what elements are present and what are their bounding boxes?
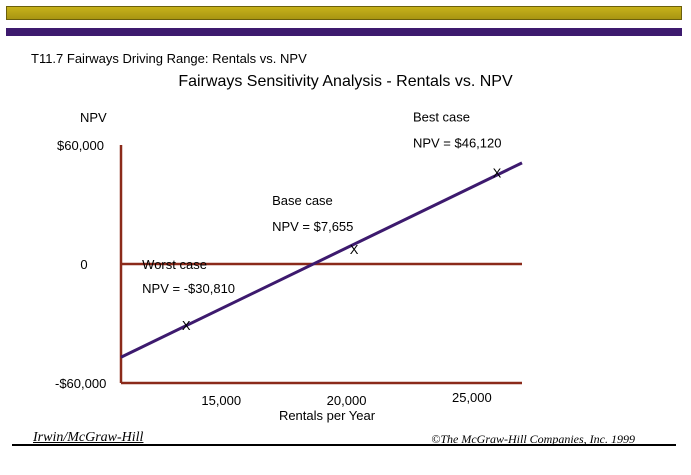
point-marker-0: X [182,318,191,333]
footer-rule [12,444,676,446]
point-label-value-2: NPV = $46,120 [413,136,502,151]
point-marker-2: X [493,166,502,181]
slide-label: T11.7 Fairways Driving Range: Rentals vs… [31,51,307,66]
footer-copyright: ©The McGraw-Hill Companies, Inc. 1999 [431,432,635,446]
top-gold-bar [6,6,682,20]
y-tick-label-0: $60,000 [57,138,104,153]
point-label-title-1: Base case [272,193,333,208]
point-label-title-0: Worst case [142,257,207,272]
point-marker-1: X [350,242,359,257]
x-axis-title: Rentals per Year [279,408,376,423]
point-label-value-1: NPV = $7,655 [272,219,353,234]
y-tick-label-2: -$60,000 [55,376,106,391]
chart-title: Fairways Sensitivity Analysis - Rentals … [178,73,513,90]
point-label-title-2: Best case [413,110,470,125]
y-tick-label-1: 0 [80,257,87,272]
npv-line [120,161,523,359]
top-purple-bar [6,28,682,36]
x-tick-label-2: 25,000 [452,390,492,405]
x-tick-label-0: 15,000 [201,393,241,408]
point-label-value-0: NPV = -$30,810 [142,281,235,296]
footer-publisher: Irwin/McGraw-Hill [33,430,144,445]
x-tick-label-1: 20,000 [327,393,367,408]
y-axis-title: NPV [80,110,107,125]
